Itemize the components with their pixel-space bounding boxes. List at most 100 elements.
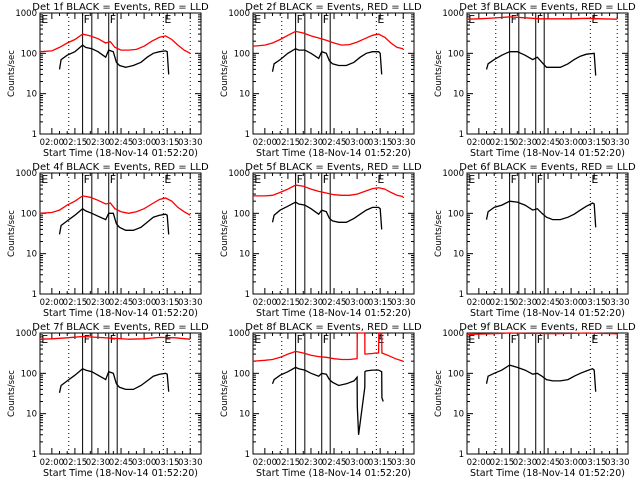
- x-tick-label: 03:00: [559, 138, 584, 148]
- y-tick-label: 100: [448, 209, 464, 219]
- panel-title: Det 9f BLACK = Events, RED = LLD: [459, 322, 636, 333]
- interval-marker-e: E: [164, 13, 171, 26]
- x-axis-label: Start Time (18-Nov-14 01:52:20): [256, 468, 411, 479]
- y-axis-label: Counts/sec: [7, 50, 17, 97]
- y-tick-label: 1000: [442, 169, 464, 179]
- y-axis-label: Counts/sec: [434, 210, 444, 257]
- panel-title: Det 6f BLACK = Events, RED = LLD: [459, 162, 636, 173]
- series-lld: [39, 335, 191, 340]
- interval-marker-e: E: [164, 173, 171, 186]
- series-events: [485, 364, 597, 392]
- x-tick-label: 03:00: [559, 458, 584, 468]
- panel-title: Det 8f BLACK = Events, RED = LLD: [245, 322, 422, 333]
- x-tick-label: 02:45: [109, 138, 134, 148]
- panel-title: Det 5f BLACK = Events, RED = LLD: [245, 162, 422, 173]
- x-tick-label: 02:30: [299, 458, 324, 468]
- x-axis-label: Start Time (18-Nov-14 01:52:20): [470, 148, 625, 159]
- y-tick-label: 100: [21, 369, 37, 379]
- series-events: [271, 201, 383, 230]
- x-tick-label: 03:15: [155, 458, 180, 468]
- x-axis-label: Start Time (18-Nov-14 01:52:20): [43, 468, 198, 479]
- x-tick-label: 03:00: [132, 138, 157, 148]
- x-tick-label: 03:30: [178, 298, 203, 308]
- series-events: [58, 207, 170, 235]
- y-tick-label: 1: [32, 290, 37, 300]
- interval-marker-e: E: [254, 173, 261, 186]
- y-tick-label: 1: [459, 290, 464, 300]
- interval-marker-e: E: [254, 13, 261, 26]
- panel-5: Det 5f BLACK = Events, RED = LLD 1 10 100 10…: [220, 162, 422, 319]
- panel-7: Det 7f BLACK = Events, RED = LLD 1 10 100 10…: [7, 322, 209, 479]
- x-tick-label: 02:00: [253, 138, 278, 148]
- y-tick-label: 10: [453, 90, 464, 100]
- y-tick-label: 100: [234, 209, 250, 219]
- y-tick-label: 1000: [15, 169, 37, 179]
- x-tick-label: 02:45: [536, 298, 561, 308]
- x-tick-label: 02:15: [490, 298, 515, 308]
- x-tick-label: 02:00: [467, 138, 492, 148]
- series-events: [485, 200, 597, 228]
- interval-marker-e: E: [254, 333, 261, 346]
- y-tick-label: 1000: [442, 9, 464, 19]
- interval-marker-f: F: [110, 173, 116, 186]
- plot-frame: [252, 332, 415, 455]
- interval-marker-e: E: [591, 333, 598, 346]
- interval-marker-e: E: [591, 13, 598, 26]
- x-axis-label: Start Time (18-Nov-14 01:52:20): [43, 308, 198, 319]
- series-events: [58, 44, 170, 75]
- plot-frame: [39, 332, 202, 455]
- x-tick-label: 02:30: [299, 298, 324, 308]
- interval-marker-f: F: [537, 173, 543, 186]
- x-tick-label: 02:30: [86, 458, 111, 468]
- x-tick-label: 03:00: [345, 138, 370, 148]
- x-tick-label: 02:45: [322, 298, 347, 308]
- x-tick-label: 02:45: [109, 298, 134, 308]
- y-tick-label: 1000: [442, 329, 464, 339]
- y-axis-label: Counts/sec: [434, 50, 444, 97]
- x-tick-label: 02:00: [253, 458, 278, 468]
- interval-marker-f: F: [323, 13, 329, 26]
- panel-8: Det 8f BLACK = Events, RED = LLD 1 10 100 10…: [220, 322, 422, 479]
- y-tick-label: 100: [21, 49, 37, 59]
- x-tick-label: 02:15: [63, 298, 88, 308]
- y-tick-label: 1: [245, 130, 250, 140]
- interval-marker-f: F: [511, 333, 517, 346]
- x-tick-label: 02:15: [276, 458, 301, 468]
- x-axis-label: Start Time (18-Nov-14 01:52:20): [256, 148, 411, 159]
- x-tick-label: 03:30: [605, 458, 630, 468]
- interval-marker-f: F: [511, 173, 517, 186]
- y-tick-label: 100: [448, 49, 464, 59]
- series-events: [271, 47, 383, 75]
- x-tick-label: 02:30: [513, 458, 538, 468]
- y-axis-label: Counts/sec: [220, 50, 230, 97]
- y-tick-label: 100: [448, 369, 464, 379]
- y-axis-label: Counts/sec: [434, 370, 444, 417]
- interval-marker-f: F: [84, 173, 90, 186]
- series-events: [271, 366, 384, 435]
- x-axis-label: Start Time (18-Nov-14 01:52:20): [470, 308, 625, 319]
- x-tick-label: 03:00: [345, 458, 370, 468]
- x-axis-label: Start Time (18-Nov-14 01:52:20): [256, 308, 411, 319]
- x-tick-label: 03:00: [345, 298, 370, 308]
- series-lld: [39, 195, 191, 216]
- interval-marker-f: F: [297, 13, 303, 26]
- series-events: [485, 51, 597, 76]
- interval-marker-e: E: [164, 333, 171, 346]
- interval-marker-e: E: [591, 173, 598, 186]
- y-tick-label: 10: [26, 250, 37, 260]
- y-tick-label: 10: [26, 90, 37, 100]
- interval-marker-f: F: [511, 13, 517, 26]
- x-tick-label: 02:15: [490, 138, 515, 148]
- x-tick-label: 02:15: [63, 138, 88, 148]
- interval-marker-f: F: [537, 13, 543, 26]
- panel-4: Det 4f BLACK = Events, RED = LLD 1 10 100 10…: [7, 162, 209, 319]
- panel-3: Det 3f BLACK = Events, RED = LLD 1 10 100 10…: [434, 2, 636, 159]
- interval-marker-f: F: [323, 333, 329, 346]
- interval-marker-e: E: [468, 333, 475, 346]
- panel-title: Det 4f BLACK = Events, RED = LLD: [32, 162, 209, 173]
- interval-marker-f: F: [297, 173, 303, 186]
- x-tick-label: 02:45: [322, 458, 347, 468]
- y-axis-label: Counts/sec: [220, 370, 230, 417]
- y-tick-label: 1000: [15, 9, 37, 19]
- interval-marker-f: F: [110, 13, 116, 26]
